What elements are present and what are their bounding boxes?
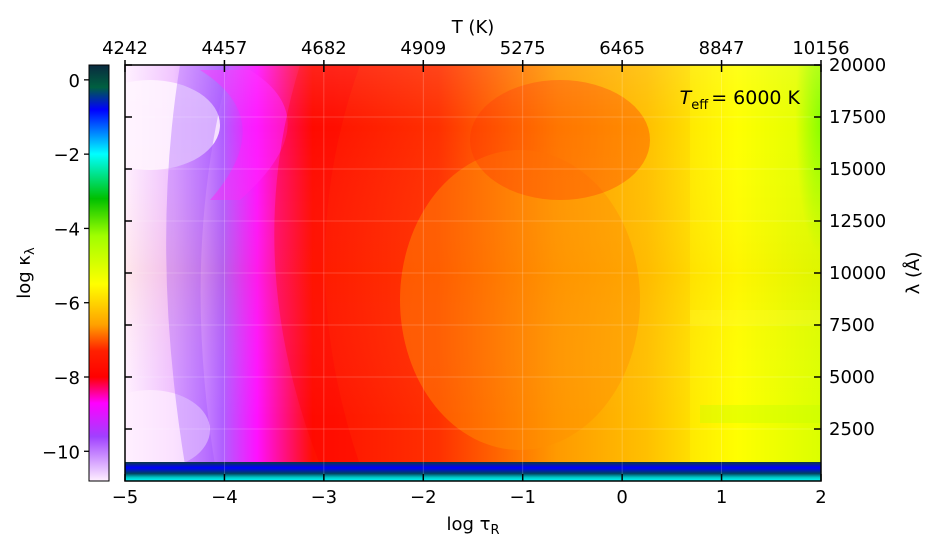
right-tick-label: 12500 — [829, 211, 886, 232]
right-axis-label: λ (Å) — [902, 252, 924, 295]
bottom-tick-label: −3 — [311, 487, 338, 508]
colorbar-label: log κλ — [14, 247, 38, 299]
colorbar-tick-label: −2 — [53, 145, 80, 166]
right-tick-label: 17500 — [829, 107, 886, 128]
bottom-tick-label: 0 — [616, 487, 627, 508]
right-tick-label: 20000 — [829, 55, 886, 76]
teff-prefix: T — [680, 87, 693, 109]
bottom-tick-label: −4 — [211, 487, 238, 508]
teff-annotation: Teff = 6000 K — [680, 87, 801, 113]
top-tick-label: 4457 — [202, 38, 248, 59]
top-tick-label: 6465 — [599, 38, 645, 59]
colorbar-tick-label: −10 — [42, 442, 80, 463]
colorbar — [88, 64, 110, 482]
teff-subscript: eff — [691, 98, 709, 113]
top-tick-label: 8847 — [699, 38, 745, 59]
bottom-axis-label: log τR — [446, 514, 499, 538]
right-tick-label: 10000 — [829, 263, 886, 284]
top-tick-label: 5275 — [500, 38, 546, 59]
right-tick-label: 15000 — [829, 159, 886, 180]
top-tick-label: 4682 — [301, 38, 347, 59]
top-tick-label: 4909 — [400, 38, 446, 59]
bottom-tick-label: 1 — [716, 487, 727, 508]
teff-value: = 6000 K — [711, 87, 800, 109]
bottom-axis-label-main: log τ — [446, 514, 490, 535]
colorbar-tick-label: −8 — [53, 368, 80, 389]
bottom-tick-label: −5 — [112, 487, 139, 508]
colorbar-tick-label: −4 — [53, 219, 80, 240]
right-tick-label: 2500 — [829, 419, 875, 440]
right-tick-label: 5000 — [829, 367, 875, 388]
bottom-tick-label: −1 — [509, 487, 536, 508]
bottom-tick-label: −2 — [410, 487, 437, 508]
colorbar-label-sub: λ — [23, 247, 38, 255]
top-axis-label: T (K) — [451, 17, 495, 38]
heatmap-field — [125, 65, 821, 481]
bottom-axis-label-sub: R — [490, 523, 499, 538]
right-tick-label: 7500 — [829, 315, 875, 336]
bottom-tick-label: 2 — [815, 487, 826, 508]
colorbar-tick-label: 0 — [69, 71, 80, 92]
top-tick-label: 10156 — [792, 38, 849, 59]
gridlines — [124, 64, 822, 481]
top-tick-label: 4242 — [102, 38, 148, 59]
colorbar-tick-label: −6 — [53, 294, 80, 315]
colorbar-label-main: log κ — [14, 255, 35, 299]
